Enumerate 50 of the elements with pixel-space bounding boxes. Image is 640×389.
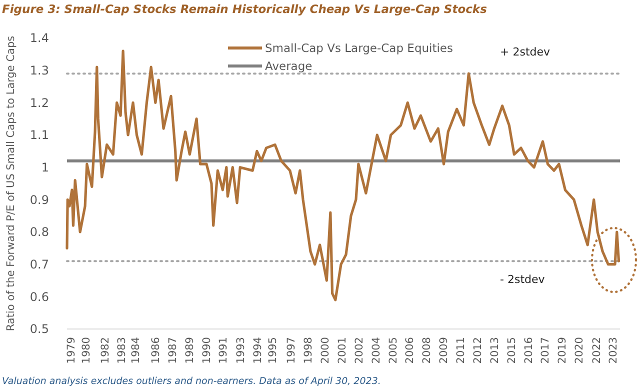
x-tick-label: 2004 xyxy=(370,336,382,364)
x-tick-label: 2011 xyxy=(455,337,467,364)
x-tick-label: 1989 xyxy=(184,337,196,364)
x-tick-label: 2012 xyxy=(472,337,484,364)
x-tick-label: 1979 xyxy=(65,337,78,364)
x-tick-label: 1995 xyxy=(267,337,280,364)
x-tick-label: 2015 xyxy=(506,337,518,364)
x-tick-label: 2019 xyxy=(556,337,569,364)
x-tick-label: 2006 xyxy=(404,336,416,364)
x-tick-label: 2020 xyxy=(574,337,586,364)
x-tick-label: 2000 xyxy=(319,337,332,364)
chart-title: Figure 3: Small-Cap Stocks Remain Historically Cheap Vs Large-Cap Stocks xyxy=(2,2,488,16)
ref-line-label: + 2stdev xyxy=(500,45,551,58)
x-tick-label: 2001 xyxy=(336,337,348,364)
x-tick-label: 2016 xyxy=(522,336,535,364)
y-tick-label: 1.4 xyxy=(30,31,49,46)
x-tick-label: 2023 xyxy=(607,337,620,364)
x-tick-label: 2017 xyxy=(540,337,552,364)
y-tick-label: 0.5 xyxy=(30,322,49,336)
y-tick-label: 0.9 xyxy=(30,192,49,207)
x-tick-label: 1982 xyxy=(99,337,112,364)
y-tick-label: 1.2 xyxy=(30,96,49,110)
y-tick-label: 0.6 xyxy=(30,290,49,304)
x-tick-label: 2013 xyxy=(488,337,501,364)
x-tick-label: 1990 xyxy=(200,337,213,364)
y-tick-label: 1.1 xyxy=(30,128,49,142)
x-tick-label: 1991 xyxy=(217,337,230,364)
ref-line-label: - 2stdev xyxy=(500,272,546,286)
x-tick-label: 2002 xyxy=(353,337,366,364)
text: Valuation analysis excludes outliers and non-earners. Data as of April 30, 2023. xyxy=(2,376,381,387)
y-tick-label: 0.8 xyxy=(30,225,49,240)
y-axis-title: Ratio of the Forward P/E of US Small Caps to Large Caps xyxy=(5,36,17,332)
x-tick-label: 1984 xyxy=(130,336,142,364)
x-tick-label: 1987 xyxy=(167,337,180,364)
y-tick-label: 0.7 xyxy=(30,258,49,272)
legend-label: Small-Cap Vs Large-Cap Equities xyxy=(265,41,453,56)
x-tick-label: 1986 xyxy=(150,336,162,364)
x-tick-label: 1998 xyxy=(302,337,315,364)
legend-label: Average xyxy=(265,59,312,74)
x-tick-label: 1993 xyxy=(234,337,247,364)
x-tick-label: 1994 xyxy=(252,336,264,364)
x-tick-label: 1980 xyxy=(80,337,92,364)
x-tick-label: 1983 xyxy=(116,337,128,364)
x-tick-label: 2008 xyxy=(421,337,434,364)
x-tick-label: 2005 xyxy=(387,337,400,364)
x-tick-label: 1997 xyxy=(286,337,298,364)
y-tick-label: 1.3 xyxy=(30,64,49,78)
y-tick-label: 1 xyxy=(41,160,49,175)
x-tick-label: 2009 xyxy=(438,337,450,364)
x-tick-label: 2022 xyxy=(591,337,604,364)
